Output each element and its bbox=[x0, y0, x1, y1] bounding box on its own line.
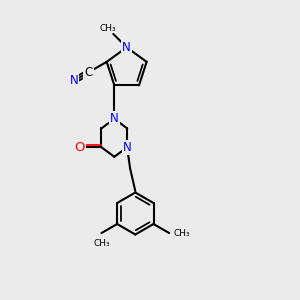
Text: CH₃: CH₃ bbox=[93, 239, 110, 248]
Text: N: N bbox=[70, 74, 78, 87]
Text: CH₃: CH₃ bbox=[173, 229, 190, 238]
Text: O: O bbox=[74, 141, 85, 154]
Text: CH₃: CH₃ bbox=[99, 24, 116, 33]
Text: N: N bbox=[110, 112, 119, 125]
Text: N: N bbox=[123, 141, 131, 154]
Text: C: C bbox=[84, 66, 93, 79]
Text: N: N bbox=[122, 41, 131, 54]
